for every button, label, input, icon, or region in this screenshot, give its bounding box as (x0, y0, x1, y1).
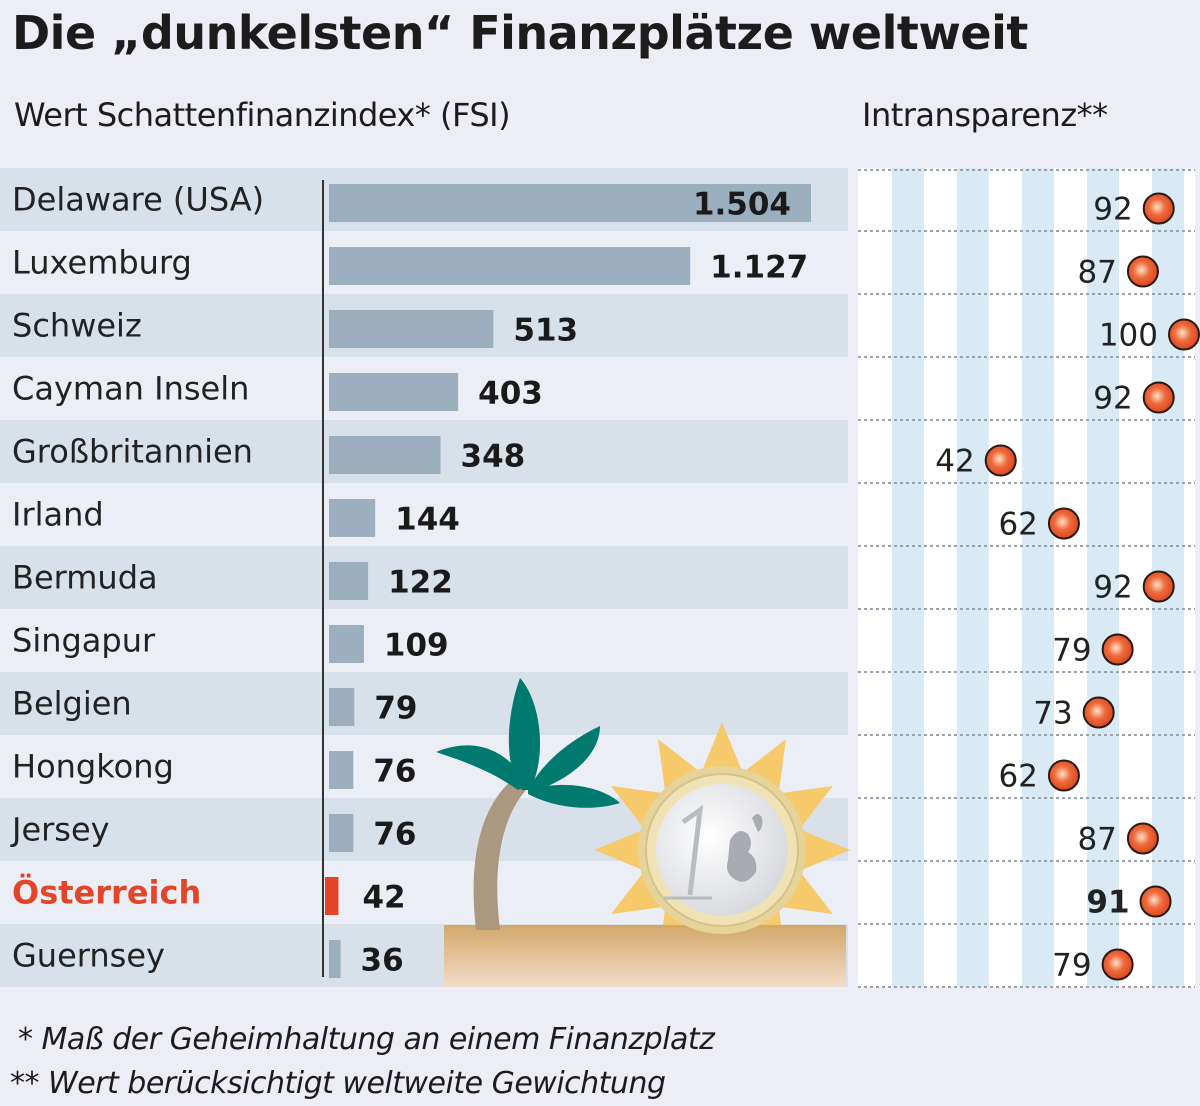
category-label: Hongkong (12, 748, 174, 786)
intransparency-value-label: 79 (1052, 633, 1091, 669)
intransparency-value-label: 100 (1099, 318, 1158, 354)
category-label: Großbritannien (12, 433, 253, 471)
panel-stripe (892, 168, 924, 987)
fsi-bar (329, 373, 459, 411)
row-background (0, 483, 848, 546)
intransparency-dot (1139, 885, 1172, 918)
intransparency-dot (1047, 507, 1080, 540)
fsi-bar (325, 877, 339, 915)
row-background (0, 672, 848, 735)
intransparency-value-label: 87 (1077, 255, 1116, 291)
intransparency-dot (1101, 633, 1134, 666)
chart-title: Die „dunkelsten“ Finanzplätze weltweit (12, 6, 1028, 60)
fsi-bar (329, 751, 354, 789)
sand-overlay (444, 925, 846, 987)
fsi-bar (329, 562, 369, 600)
fsi-value-label: 403 (478, 376, 543, 412)
intransparency-dot (1142, 192, 1175, 225)
category-label: Luxemburg (12, 244, 192, 282)
fsi-bar (329, 310, 494, 348)
fsi-bar (329, 625, 364, 663)
category-label: Österreich (12, 874, 201, 912)
row-background (0, 609, 848, 672)
intransparency-column-header: Intransparenz** (862, 96, 1108, 134)
category-label: Bermuda (12, 559, 158, 597)
palm-trunk-icon (473, 780, 528, 930)
euro-coin-icon (638, 766, 806, 934)
row-background (0, 546, 848, 609)
row-labels: Delaware (USA) 1.504 Luxemburg 1.127 Schweiz… (10, 181, 808, 979)
fsi-value-label: 1.504 (693, 187, 791, 223)
fsi-bar (329, 814, 354, 852)
intransparency-value-label: 92 (1093, 192, 1132, 228)
fsi-value-label: 513 (513, 313, 578, 349)
fsi-value-label: 1.127 (710, 250, 808, 286)
intransparency-dot (984, 444, 1017, 477)
intransparency-value-label: 87 (1077, 822, 1116, 858)
category-label: Jersey (10, 811, 110, 849)
intransparency-dot (1047, 759, 1080, 792)
fsi-value-label: 348 (461, 439, 526, 475)
panel-stripe (1087, 168, 1119, 987)
fsi-value-label: 36 (361, 943, 404, 979)
illustration (436, 678, 850, 987)
footnote-intransparency: ** Wert berücksichtigt weltweite Gewicht… (10, 1066, 666, 1101)
category-label: Irland (12, 496, 104, 534)
fsi-value-label: 76 (373, 817, 416, 853)
category-label: Cayman Inseln (12, 370, 249, 408)
intransparency-value-label: 73 (1033, 696, 1072, 732)
fsi-value-label: 79 (374, 691, 417, 727)
fsi-bar (329, 436, 441, 474)
intransparency-dot (1082, 696, 1115, 729)
intransparency-dot (1126, 822, 1159, 855)
category-label: Singapur (12, 622, 156, 660)
fsi-value-label: 122 (388, 565, 453, 601)
fsi-bar (329, 184, 811, 222)
fsi-bar (329, 940, 341, 978)
intransparency-dot (1126, 255, 1159, 288)
fsi-column-header: Wert Schattenfinanzindex* (FSI) (14, 96, 511, 134)
intransparency-value-label: 62 (998, 759, 1037, 795)
intransparency-dot (1101, 948, 1134, 981)
category-label: Belgien (12, 685, 132, 723)
fsi-value-label: 42 (362, 880, 405, 916)
palm-tree-icon (436, 678, 620, 808)
intransparency-dot (1142, 570, 1175, 603)
intransparency-value-label: 42 (935, 444, 974, 480)
intransparency-value-label: 92 (1093, 570, 1132, 606)
panel-stripe (1022, 168, 1054, 987)
fsi-value-label: 76 (373, 754, 416, 790)
footnote-fsi: * Maß der Geheimhaltung an einem Finanzp… (18, 1022, 715, 1057)
fsi-bar (329, 499, 376, 537)
intransparency-value-label: 92 (1093, 381, 1132, 417)
category-label: Guernsey (12, 937, 165, 975)
fsi-value-label: 109 (384, 628, 449, 664)
intransparency-value-label: 62 (998, 507, 1037, 543)
fsi-value-label: 144 (395, 502, 460, 538)
fsi-bar (329, 688, 355, 726)
panel-stripe (957, 168, 989, 987)
intransparency-dot (1168, 318, 1200, 351)
intransparency-dot (1142, 381, 1175, 414)
intransparency-value-label: 79 (1052, 948, 1091, 984)
category-label: Schweiz (12, 307, 142, 345)
category-label: Delaware (USA) (12, 181, 264, 219)
fsi-bars (325, 184, 811, 978)
intransparency-value-label: 91 (1086, 885, 1129, 921)
intransparency-stripes (858, 168, 1195, 988)
fsi-bar (329, 247, 691, 285)
